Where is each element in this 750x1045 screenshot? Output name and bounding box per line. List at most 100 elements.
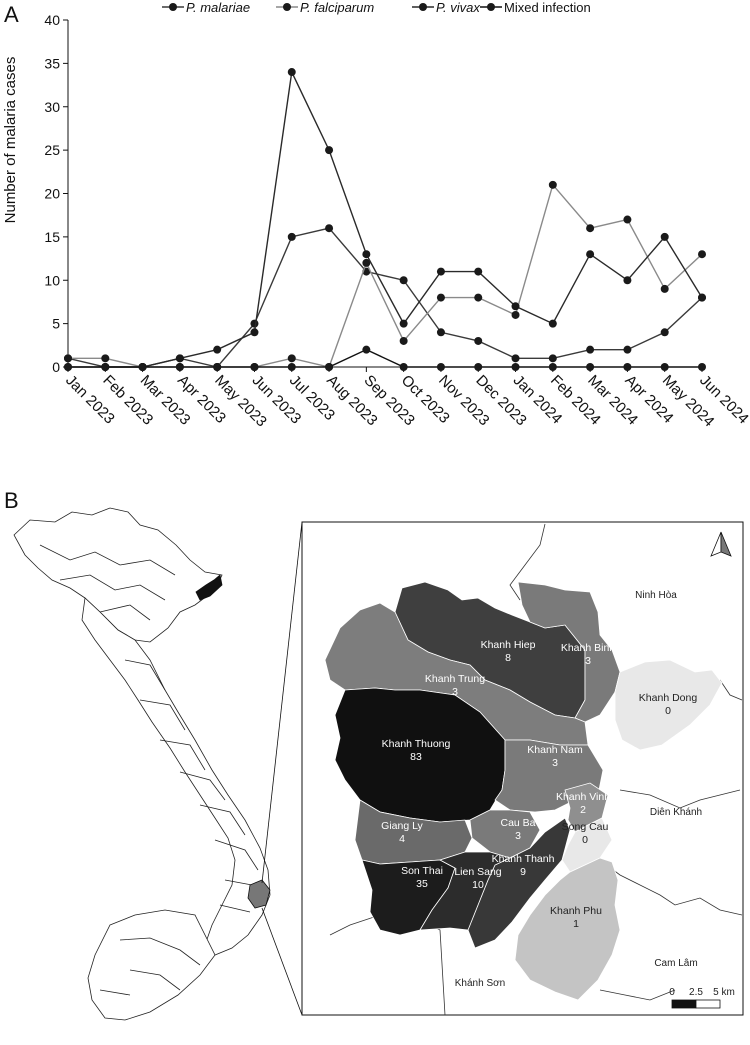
y-tick-label: 35 [44,55,60,71]
chart-legend: P. malariae P. falciparum P. vivax Mixed in… [162,0,591,15]
commune-name: Son Thai [401,865,443,877]
commune-name: Khanh Thanh [492,853,555,865]
data-point [548,363,557,371]
district-label-khanh-son: Khánh Sơn [455,978,505,989]
data-point [660,328,669,337]
series-layer [64,68,706,371]
data-point [250,328,259,337]
district-labels: Ninh Hòa Diên Khánh Cam Lâm Khánh Sơn [455,590,702,989]
district-boundaries [329,523,743,1016]
commune-name: Giang Ly [381,820,423,832]
panel-label-a: A [4,2,19,27]
data-point [436,328,445,337]
commune-case-count: 2 [580,804,586,816]
data-point [623,363,632,371]
zoom-line-bottom [261,907,303,1016]
commune-case-count: 3 [552,757,558,769]
legend-marker [283,3,291,11]
series-line [68,69,703,368]
series-line [68,348,702,368]
commune-case-count: 83 [410,751,422,763]
legend-entry: Mixed infection [480,0,591,15]
data-point [474,336,483,345]
legend-label: P. vivax [436,0,480,15]
y-tick-label: 5 [52,316,60,332]
y-tick-label: 15 [44,229,60,245]
y-ticks: 0 5 10 15 20 25 30 35 40 [44,12,68,375]
data-point [586,224,595,233]
data-point [586,345,595,354]
data-point [436,293,445,302]
data-point [511,302,520,311]
data-point [399,276,408,285]
legend-marker [487,3,495,11]
district-label-dien-khanh: Diên Khánh [650,807,702,818]
data-point [213,345,222,354]
y-tick-label: 0 [52,359,60,375]
data-point [362,258,371,267]
data-point [698,250,706,259]
commune-name: Song Cau [562,821,609,833]
data-point [623,276,632,285]
commune-lien-sang [419,851,512,931]
data-point [399,336,408,345]
commune-cau-ba [469,809,541,859]
data-point [623,345,632,354]
data-point [64,363,72,371]
legend-marker [169,3,177,11]
legend-marker [419,3,427,11]
data-point [660,284,669,293]
data-point [287,363,296,371]
commune-case-count: 3 [585,655,591,667]
data-point [325,224,334,233]
legend-label: Mixed infection [504,0,591,15]
data-point [548,319,557,328]
data-point [586,250,595,259]
commune-khanh-phu [514,857,621,1001]
data-point [250,363,259,371]
y-tick-label: 10 [44,272,60,288]
commune-case-count: 3 [515,830,521,842]
data-point [362,250,371,259]
y-tick-label: 20 [44,186,60,202]
vietnam-north-region [13,507,223,643]
commune-case-count: 0 [665,705,671,717]
data-point [586,363,595,371]
data-point [399,319,408,328]
commune-case-count: 3 [452,686,458,698]
vietnam-map [13,507,271,1021]
commune-khanh-binh [517,581,621,723]
data-point [287,232,296,241]
panel-label-b: B [4,488,19,513]
data-point [436,363,445,371]
data-point [250,319,259,328]
data-point [511,363,520,371]
series-line [67,227,703,368]
data-point [511,354,520,363]
scale-bar-segment-1 [671,999,697,1009]
vietnam-central-region [81,597,271,956]
scale-tick-5km: 5 km [713,987,735,998]
legend-label: P. malariae [186,0,250,15]
district-label-cam-lam: Cam Lâm [654,958,697,969]
commune-name: Khanh Phu [550,905,602,917]
chart-axes [67,20,702,368]
y-tick-label: 25 [44,142,60,158]
data-point [474,267,483,276]
commune-case-count: 8 [505,652,511,664]
legend-entry: P. malariae [162,0,250,15]
data-point [548,180,557,189]
ha-long-islands [195,574,223,601]
